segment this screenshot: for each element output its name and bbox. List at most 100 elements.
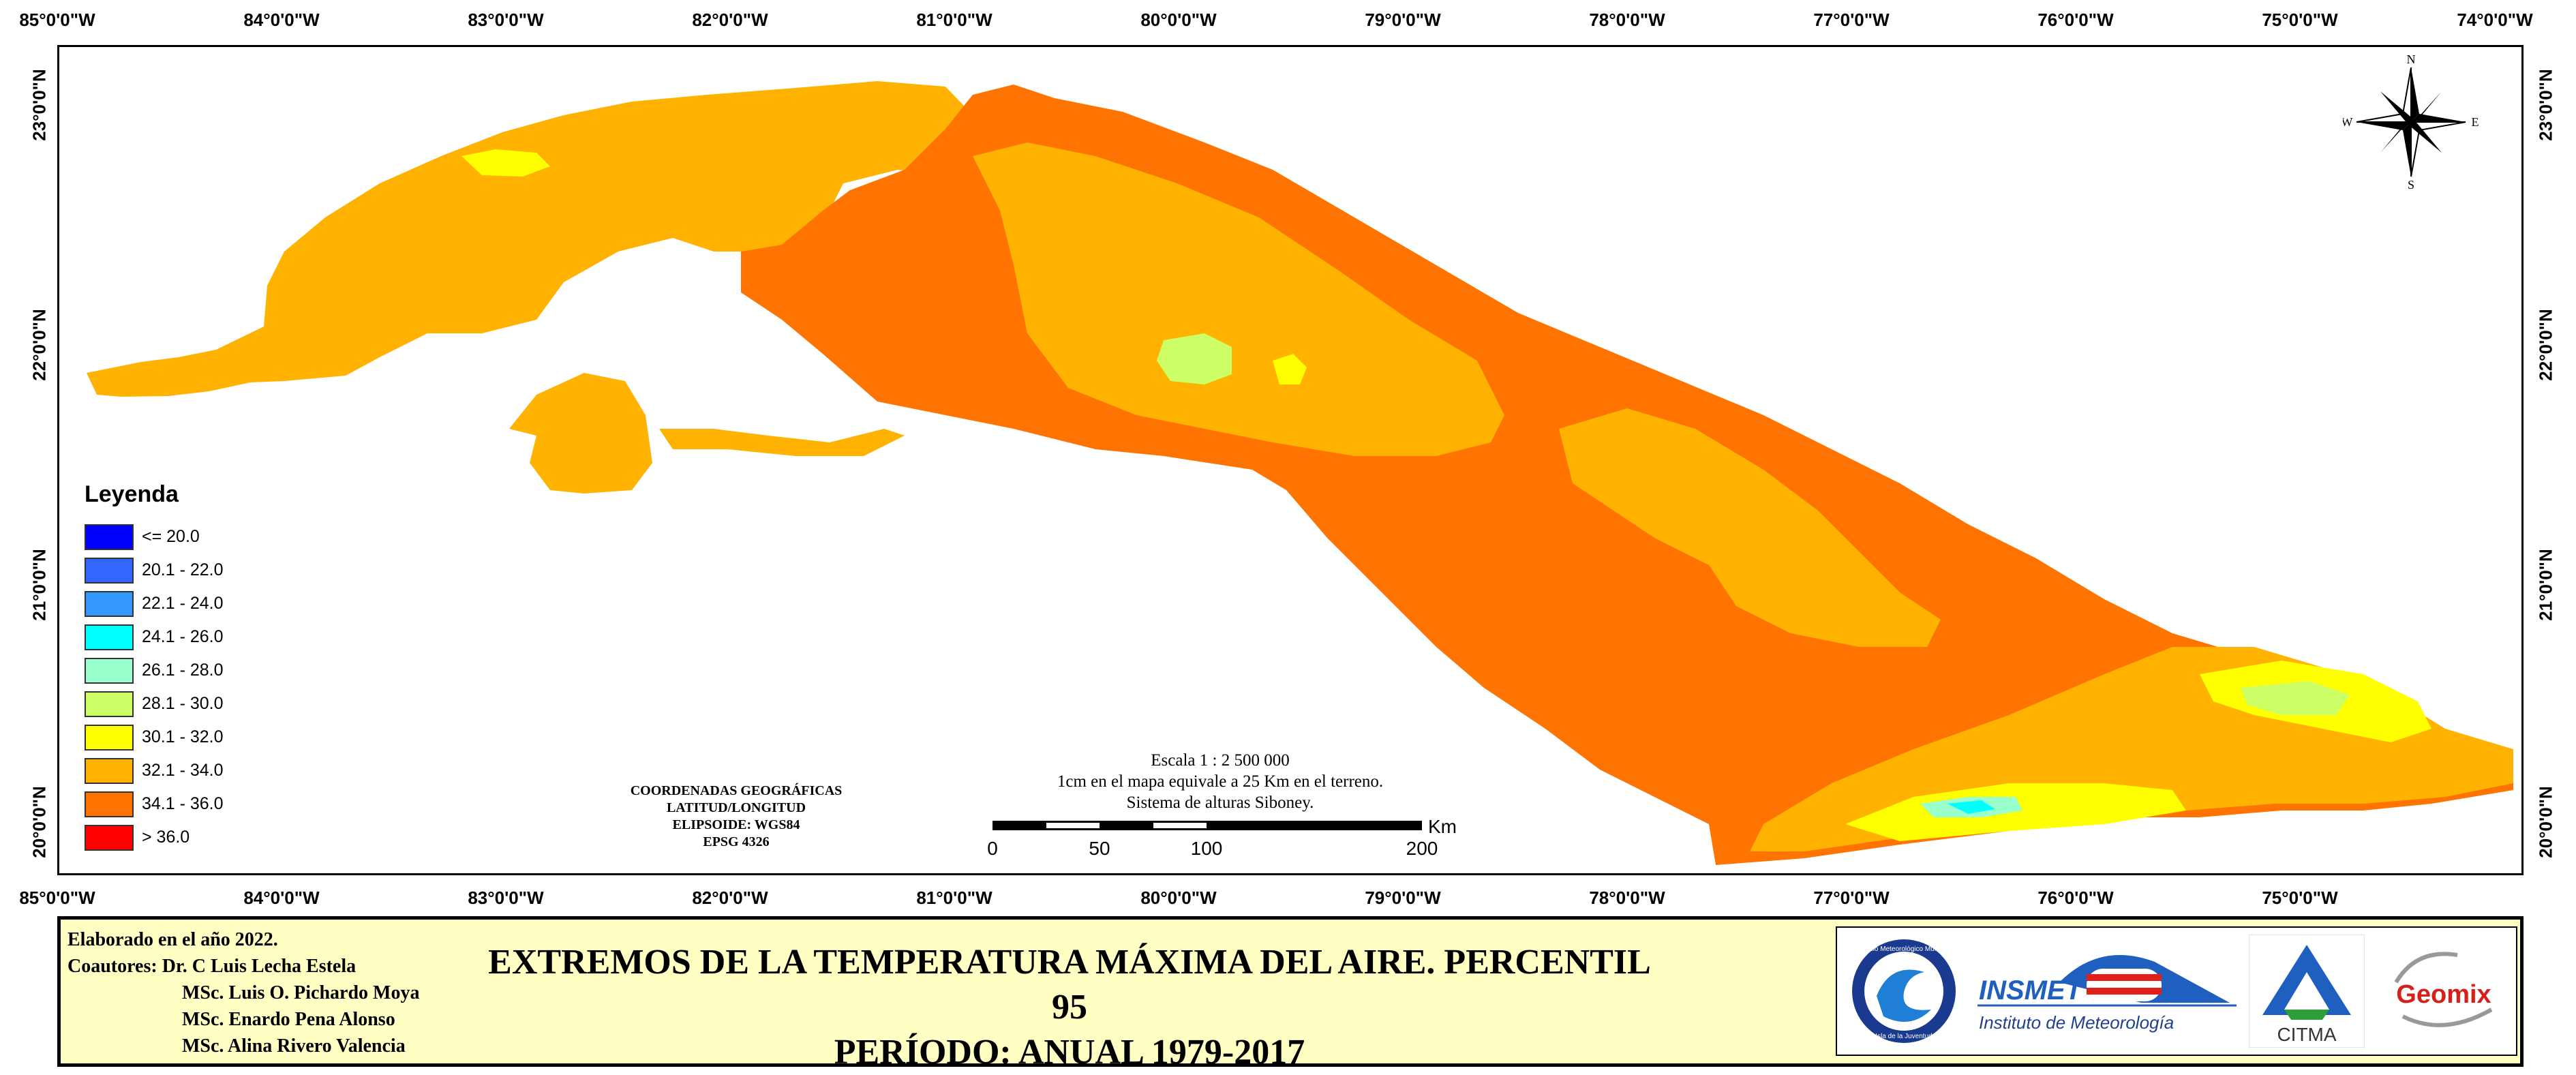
lon-tick-label: 78°0'0"W <box>1589 888 1665 908</box>
scale-unit: Km <box>1428 817 1457 837</box>
coord-line: EPSG 4326 <box>703 834 770 849</box>
scale-info: Escala 1 : 2 500 000 1cm en el mapa equi… <box>968 750 1472 813</box>
legend-item: 32.1 - 34.0 <box>85 754 224 787</box>
legend-item: 30.1 - 32.0 <box>85 721 224 754</box>
coord-line: ELIPSOIDE: WGS84 <box>672 817 800 832</box>
lat-tick-label: 22°0'0"N <box>2535 309 2556 381</box>
legend-swatch <box>85 590 134 617</box>
lon-tick-label: 84°0'0"W <box>243 10 320 30</box>
lon-tick-label: 79°0'0"W <box>1365 888 1441 908</box>
lon-tick-label: 81°0'0"W <box>916 888 992 908</box>
lon-tick-label: 77°0'0"W <box>1813 888 1890 908</box>
legend-label: 34.1 - 36.0 <box>142 794 224 813</box>
legend-label: 20.1 - 22.0 <box>142 560 224 579</box>
legend-item: 28.1 - 30.0 <box>85 687 224 721</box>
lon-tick-label: 83°0'0"W <box>468 10 544 30</box>
legend-item: > 36.0 <box>85 821 224 854</box>
citma-logo-icon: CITMA <box>2249 935 2365 1048</box>
legend-item: 34.1 - 36.0 <box>85 787 224 821</box>
scale-ratio: Escala 1 : 2 500 000 <box>1151 751 1290 770</box>
legend-label: 22.1 - 24.0 <box>142 594 224 613</box>
smp-logo-icon: Servicio Meteorológico Municipal Isla de… <box>1852 939 1956 1043</box>
lon-tick-label: 76°0'0"W <box>2037 10 2114 30</box>
map-title-line: EXTREMOS DE LA TEMPERATURA MÁXIMA DEL AI… <box>488 943 1651 1027</box>
coord-line: COORDENADAS GEOGRÁFICAS <box>630 783 843 798</box>
legend: Leyenda <= 20.0 20.1 - 22.0 22.1 - 24.0 … <box>85 481 224 854</box>
lat-tick-label: 22°0'0"N <box>29 309 50 381</box>
lon-tick-label: 84°0'0"W <box>243 888 320 908</box>
lon-tick-label: 80°0'0"W <box>1140 888 1217 908</box>
legend-swatch <box>85 657 134 684</box>
legend-label: 30.1 - 32.0 <box>142 727 224 746</box>
isla-de-la-juventud <box>509 373 652 494</box>
insmet-logo-icon: INSMET Instituto de Meteorología <box>1978 955 2237 1033</box>
geomix-logo-icon: Geomix <box>2394 952 2493 1027</box>
scale-bar: 0 50 100 200 Km <box>987 817 1457 859</box>
compass-w-label: W <box>2343 115 2353 129</box>
lon-tick-label: 82°0'0"W <box>692 888 768 908</box>
scale-equivalence: 1cm en el mapa equivale a 25 Km en el te… <box>1057 772 1384 791</box>
credit-author: MSc. Enardo Pena Alonso <box>182 1009 395 1030</box>
legend-swatch <box>85 824 134 851</box>
legend-label: 28.1 - 30.0 <box>142 694 224 713</box>
geomix-name: Geomix <box>2396 980 2491 1009</box>
map-title: EXTREMOS DE LA TEMPERATURA MÁXIMA DEL AI… <box>470 940 1669 1075</box>
lon-tick-label: 85°0'0"W <box>19 10 95 30</box>
credit-author: MSc. Alina Rivero Valencia <box>182 1035 406 1057</box>
legend-item: 22.1 - 24.0 <box>85 587 224 620</box>
lat-tick-label: 23°0'0"N <box>2535 69 2556 141</box>
insmet-name: INSMET <box>1979 975 2085 1005</box>
legend-label: 24.1 - 26.0 <box>142 627 224 646</box>
map-frame[interactable]: N S W E <box>57 45 2524 875</box>
legend-swatch <box>85 524 134 550</box>
height-system: Sistema de alturas Siboney. <box>1126 793 1314 812</box>
smp-logo-top: Servicio Meteorológico Municipal <box>1854 945 1954 953</box>
legend-swatch <box>85 624 134 650</box>
compass-rose-icon: N S W E <box>2343 54 2479 190</box>
lon-tick-label: 79°0'0"W <box>1365 10 1441 30</box>
scale-label: 0 <box>987 838 998 859</box>
scale-label: 100 <box>1191 838 1223 859</box>
yellow-patch-sierra-maestra <box>1845 783 2186 841</box>
lat-tick-label: 21°0'0"N <box>29 549 50 621</box>
lime-patch-east <box>2241 681 2350 715</box>
map-footer: Elaborado en el año 2022. Coautores: Dr.… <box>57 916 2524 1072</box>
lime-patch-escambray <box>1157 333 1232 384</box>
lon-tick-label: 75°0'0"W <box>2262 10 2338 30</box>
lon-tick-label: 74°0'0"W <box>2457 10 2533 30</box>
legend-swatch <box>85 791 134 817</box>
legend-swatch <box>85 724 134 751</box>
lat-tick-label: 21°0'0"N <box>2535 549 2556 621</box>
compass-s-label: S <box>2408 178 2414 190</box>
lon-tick-label: 76°0'0"W <box>2037 888 2114 908</box>
credit-year: Elaborado en el año 2022. <box>67 929 278 950</box>
legend-label: 32.1 - 34.0 <box>142 761 224 780</box>
lon-tick-label: 77°0'0"W <box>1813 10 1890 30</box>
lat-tick-label: 20°0'0"N <box>29 786 50 858</box>
lat-tick-label: 20°0'0"N <box>2535 786 2556 858</box>
lon-tick-label: 78°0'0"W <box>1589 10 1665 30</box>
region-eastcentral-amber <box>1559 408 1941 647</box>
lon-tick-label: 80°0'0"W <box>1140 10 1217 30</box>
region-west-amber <box>87 81 986 397</box>
credit-author: MSc. Luis O. Pichardo Moya <box>182 982 420 1003</box>
legend-title: Leyenda <box>85 481 179 507</box>
yellow-patch-west <box>461 149 550 177</box>
legend-label: 26.1 - 28.0 <box>142 661 224 680</box>
legend-item: 24.1 - 26.0 <box>85 620 224 654</box>
region-central-amber <box>973 142 1504 456</box>
scale-label: 50 <box>1089 838 1110 859</box>
cyan-patch-sierra <box>1948 800 1995 814</box>
legend-label: <= 20.0 <box>142 527 200 546</box>
coordinate-system-note: COORDENADAS GEOGRÁFICAS LATITUD/LONGITUD… <box>600 783 873 851</box>
lat-tick-label: 23°0'0"N <box>29 69 50 141</box>
yellow-patch-central <box>1273 354 1307 384</box>
compass-e-label: E <box>2472 115 2479 129</box>
logos-panel: Servicio Meteorológico Municipal Isla de… <box>1836 926 2517 1056</box>
legend-label: > 36.0 <box>142 828 190 847</box>
lon-tick-label: 81°0'0"W <box>916 10 992 30</box>
legend-item: <= 20.0 <box>85 520 224 554</box>
credits: Elaborado en el año 2022. Coautores: Dr.… <box>67 926 419 1059</box>
legend-swatch <box>85 557 134 584</box>
lon-tick-label: 75°0'0"W <box>2262 888 2338 908</box>
